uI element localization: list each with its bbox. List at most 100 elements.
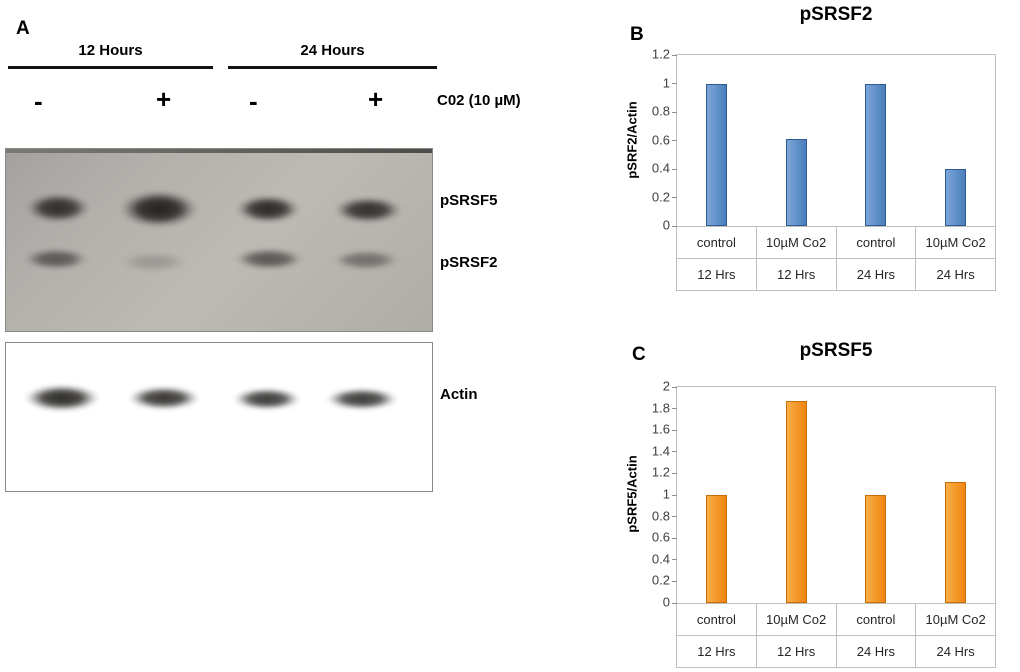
- y-tick-mark: [672, 168, 677, 170]
- chart-c-y-axis-label: pSRF5/Actin: [624, 455, 640, 533]
- y-tick-mark: [672, 602, 677, 604]
- y-tick-label: 0: [662, 594, 670, 610]
- y-tick-label: 1.4: [651, 443, 670, 459]
- y-tick-mark: [672, 408, 677, 410]
- category-cell: 10µM Co2: [925, 235, 986, 250]
- y-tick-label: 0.2: [651, 572, 670, 588]
- bar-10µMCo2-24Hrs: [944, 169, 966, 226]
- time-group-24h-underline: [228, 66, 437, 69]
- chart-c-category-axis: control 10µM Co2 control 10µM Co2 12 Hrs 12 H…: [676, 604, 996, 668]
- category-cell: 10µM Co2: [925, 612, 986, 627]
- band-psrsf5-lane3: [226, 191, 310, 227]
- y-tick-label: 0.2: [651, 189, 670, 204]
- category-cell: 24 Hrs: [837, 259, 917, 290]
- panel-c: C pSRSF5 pSRF5/Actin 0 0.2 0.4 0.6 0.8 1 1.2 1.…: [620, 336, 1016, 668]
- label-psrsf5: pSRSF5: [440, 192, 498, 209]
- bar-slot-3: [836, 55, 916, 226]
- bar-slot-4: [916, 55, 996, 226]
- y-tick-mark: [672, 225, 677, 227]
- band-actin-lane2: [118, 383, 210, 413]
- bar-10µMCo2-24Hrs: [944, 482, 966, 603]
- y-tick-mark: [672, 140, 677, 141]
- y-tick-label: 1: [662, 75, 670, 90]
- y-tick-mark: [672, 494, 677, 496]
- bar-slot-3: [836, 387, 916, 603]
- bar-slot-4: [916, 387, 996, 603]
- category-cell: control: [837, 604, 917, 635]
- band-psrsf5-lane2: [108, 185, 210, 233]
- y-tick-mark: [672, 83, 677, 84]
- chart-c-y-axis: pSRF5/Actin: [622, 386, 642, 602]
- time-group-24h: 24 Hours: [228, 42, 437, 69]
- category-cell: control: [837, 227, 917, 258]
- category-cell: 12 Hrs: [677, 636, 757, 667]
- category-cell: 12 Hrs: [677, 259, 757, 290]
- time-group-12h-underline: [8, 66, 213, 69]
- time-group-24h-label: 24 Hours: [300, 42, 365, 59]
- bar-control-24Hrs: [865, 83, 887, 226]
- category-cell: 10µM Co2: [757, 604, 837, 635]
- time-group-12h: 12 Hours: [8, 42, 213, 69]
- lane-sign-1: -: [34, 86, 43, 116]
- bar-control-12Hrs: [706, 495, 728, 603]
- y-tick-label: 0.4: [651, 551, 670, 567]
- category-cell: 12 Hrs: [757, 259, 837, 290]
- band-psrsf5-lane4: [324, 193, 412, 227]
- chart-b-y-ticks: 0 0.2 0.4 0.6 0.8 1 1.2: [642, 48, 676, 232]
- chart-b-title: pSRSF2: [799, 4, 873, 25]
- western-blot-psrsf: [5, 148, 433, 332]
- y-tick-label: 0.8: [651, 103, 670, 119]
- y-tick-label: 2: [662, 378, 670, 394]
- panel-b-label: B: [630, 24, 644, 45]
- band-psrsf2-lane3: [224, 245, 314, 273]
- panel-a-label: A: [16, 18, 30, 39]
- bar-control-24Hrs: [865, 495, 887, 603]
- bar-slot-1: [677, 387, 757, 603]
- y-tick-label: 1: [662, 486, 670, 502]
- category-row: 12 Hrs 12 Hrs 24 Hrs 24 Hrs: [677, 635, 995, 667]
- y-tick-mark: [672, 429, 677, 431]
- band-psrsf2-lane1: [14, 245, 98, 273]
- chart-b-y-axis-label: pSRF2/Actin: [624, 100, 640, 179]
- y-tick-label: 0.4: [651, 160, 670, 176]
- category-cell: 12 Hrs: [757, 636, 837, 667]
- category-row: control 10µM Co2 control 10µM Co2: [677, 604, 995, 635]
- category-row: control 10µM Co2 control 10µM Co2: [677, 227, 995, 258]
- bar-slot-2: [757, 55, 837, 226]
- chart-c-title: pSRSF5: [799, 340, 873, 361]
- label-actin: Actin: [440, 386, 478, 403]
- category-row: 12 Hrs 12 Hrs 24 Hrs 24 Hrs: [677, 258, 995, 290]
- western-blot-actin: [5, 342, 433, 492]
- y-tick-mark: [672, 516, 677, 518]
- y-tick-label: 1.2: [651, 46, 670, 62]
- gel-top-edge: [6, 149, 432, 153]
- bar-10µMCo2-12Hrs: [785, 401, 807, 603]
- band-psrsf2-lane2: [110, 249, 198, 275]
- y-tick-mark: [672, 472, 677, 474]
- y-tick-label: 0: [662, 217, 670, 233]
- chart-b-plot-area: [672, 54, 996, 227]
- time-group-12h-label: 12 Hours: [78, 42, 143, 59]
- y-tick-label: 1.6: [651, 421, 670, 437]
- y-tick-mark: [672, 54, 677, 56]
- y-tick-mark: [672, 111, 677, 113]
- band-actin-lane3: [224, 385, 310, 413]
- chart-c-plot-area: [672, 386, 996, 604]
- category-cell: control: [677, 227, 757, 258]
- y-tick-mark: [672, 580, 677, 582]
- y-tick-mark: [672, 197, 677, 199]
- y-tick-label: 0.6: [651, 132, 670, 147]
- lane-sign-3: -: [249, 86, 258, 116]
- chart-b-category-axis: control 10µM Co2 control 10µM Co2 12 Hrs 12 H…: [676, 227, 996, 291]
- lane-sign-2: +: [156, 84, 172, 114]
- label-psrsf2: pSRSF2: [440, 254, 498, 271]
- bar-control-12Hrs: [706, 83, 728, 226]
- lane-sign-4: +: [368, 84, 384, 114]
- y-tick-mark: [672, 559, 677, 561]
- y-tick-mark: [672, 386, 677, 388]
- band-psrsf5-lane1: [16, 189, 100, 227]
- bar-10µMCo2-12Hrs: [785, 139, 807, 226]
- y-tick-mark: [672, 451, 677, 453]
- bar-slot-1: [677, 55, 757, 226]
